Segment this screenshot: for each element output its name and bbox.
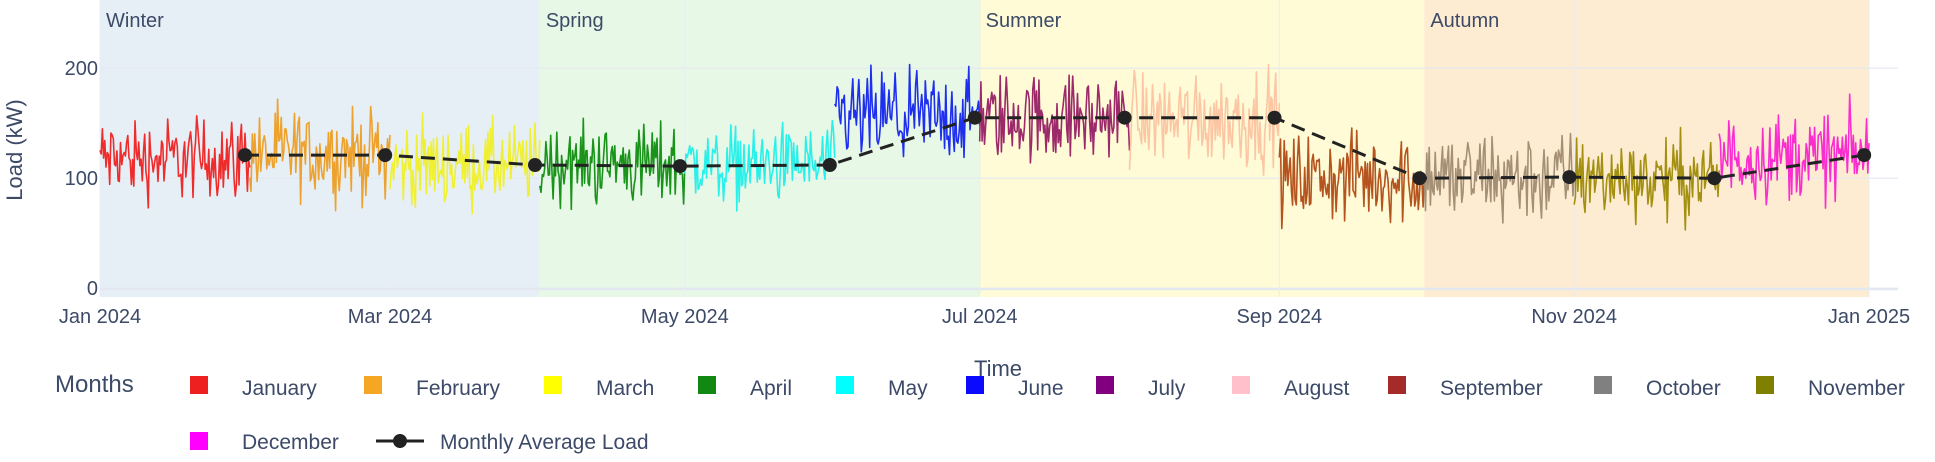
monthly-average-point — [1562, 170, 1577, 185]
legend-label-december[interactable]: December — [242, 431, 339, 454]
legend-label-september[interactable]: September — [1440, 377, 1543, 400]
legend-swatch-october[interactable] — [1594, 376, 1612, 394]
x-tick-label: Jan 2024 — [59, 306, 141, 328]
monthly-average-point — [822, 158, 837, 172]
monthly-average-point — [528, 158, 542, 172]
season-label-autumn: Autumn — [1430, 10, 1499, 32]
legend-label-monthly-average-load[interactable]: Monthly Average Load — [440, 431, 649, 454]
monthly-average-point — [673, 159, 687, 174]
legend-swatch-january[interactable] — [190, 376, 208, 394]
x-tick-label: May 2024 — [641, 306, 729, 328]
monthly-average-point — [1267, 110, 1282, 125]
y-tick-label: 0 — [87, 278, 98, 300]
x-tick-label: Mar 2024 — [348, 306, 433, 328]
series-november — [1573, 126, 1720, 231]
y-tick-label: 200 — [65, 58, 98, 80]
season-band-spring — [539, 0, 980, 297]
monthly-average-point — [1707, 171, 1722, 186]
series-september — [1278, 127, 1426, 230]
legend-swatch-april[interactable] — [698, 376, 716, 394]
legend-swatch-december[interactable] — [190, 432, 208, 450]
legend-swatch-august[interactable] — [1232, 376, 1250, 394]
legend-swatch-november[interactable] — [1756, 376, 1774, 394]
x-tick-label: Jan 2025 — [1828, 306, 1910, 328]
season-label-spring: Spring — [546, 10, 604, 32]
series-june — [833, 63, 981, 159]
legend-swatch-may[interactable] — [836, 376, 854, 394]
legend-swatch-march[interactable] — [544, 376, 562, 394]
legend-swatch-february[interactable] — [364, 376, 382, 394]
series-layer — [99, 63, 1870, 231]
monthly-average-line — [245, 116, 1865, 180]
monthly-average-point — [378, 148, 393, 163]
monthly-average-point — [1857, 148, 1872, 163]
legend-swatch-july[interactable] — [1096, 376, 1114, 394]
legend-title: Months — [55, 371, 134, 398]
series-january — [99, 115, 251, 209]
legend-label-july[interactable]: July — [1148, 377, 1186, 400]
legend-label-november[interactable]: November — [1808, 377, 1905, 400]
series-march — [389, 112, 541, 215]
legend-label-april[interactable]: April — [750, 377, 792, 400]
legend-label-october[interactable]: October — [1646, 377, 1721, 400]
season-label-summer: Summer — [986, 10, 1062, 32]
series-february — [249, 98, 391, 212]
legend-label-march[interactable]: March — [596, 377, 654, 400]
legend-label-january[interactable]: January — [242, 377, 317, 400]
monthly-average-point — [1117, 110, 1132, 125]
monthly-average-point — [1412, 171, 1427, 186]
legend-swatch-average-dot — [393, 434, 407, 448]
legend-label-august[interactable]: August — [1284, 377, 1350, 400]
monthly-average-point — [238, 148, 252, 163]
legend-swatch-june[interactable] — [966, 376, 984, 394]
average-layer — [238, 110, 1872, 186]
legend-label-june[interactable]: June — [1018, 377, 1064, 400]
y-tick-label: 100 — [65, 168, 98, 190]
season-label-winter: Winter — [106, 10, 164, 32]
monthly-average-point — [967, 110, 982, 125]
legend-label-february[interactable]: February — [416, 377, 501, 400]
x-tick-label: Nov 2024 — [1531, 306, 1617, 328]
x-tick-label: Jul 2024 — [942, 306, 1018, 328]
legend-label-may[interactable]: May — [888, 377, 928, 400]
series-october — [1423, 132, 1575, 224]
series-december — [1718, 93, 1870, 209]
legend-swatch-september[interactable] — [1388, 376, 1406, 394]
series-april — [539, 117, 686, 211]
y-axis-title: Load (kW) — [2, 99, 27, 200]
legend: Months January February March April May June J… — [55, 371, 1905, 454]
season-band-autumn — [1424, 0, 1869, 297]
x-tick-label: Sep 2024 — [1237, 306, 1323, 328]
